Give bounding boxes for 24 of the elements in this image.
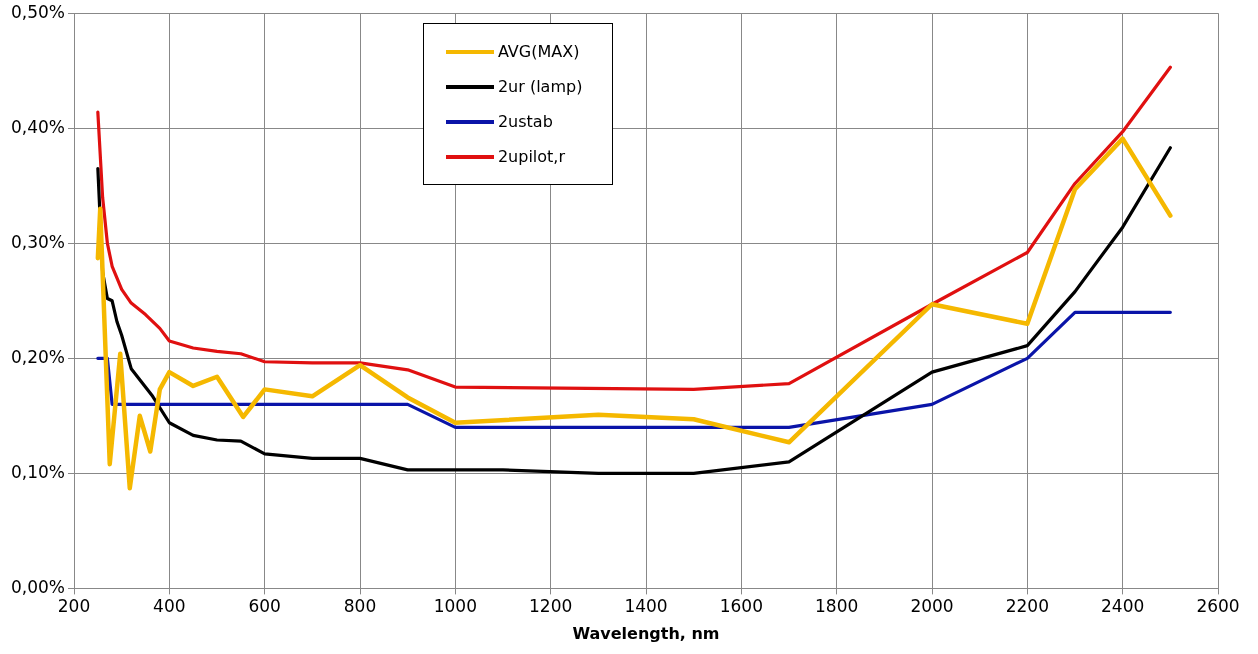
y-tick-label: 0,30% xyxy=(10,231,65,252)
legend-label: 2upilot,r xyxy=(497,147,566,167)
y-tick-label: 0,00% xyxy=(10,576,65,597)
x-tick-label: 1200 xyxy=(529,596,573,617)
x-tick-label: 200 xyxy=(57,596,91,617)
x-tick-label: 400 xyxy=(153,596,186,617)
x-tick-label: 2600 xyxy=(1196,596,1240,617)
x-tick-label: 800 xyxy=(343,596,377,617)
y-tick-label: 0,40% xyxy=(10,116,65,137)
legend-label: 2ur (lamp) xyxy=(497,77,583,97)
y-tick-label: 0,50% xyxy=(10,1,65,22)
x-tick-label: 1600 xyxy=(719,596,763,617)
x-tick-label: 2200 xyxy=(1005,596,1049,617)
x-tick-label: 1000 xyxy=(433,596,477,617)
x-tick-label: 2000 xyxy=(910,596,954,617)
y-tick-label: 0,20% xyxy=(10,346,65,367)
x-axis-title: Wavelength, nm xyxy=(572,623,720,643)
x-tick-label: 600 xyxy=(248,596,281,617)
x-tick-label: 1400 xyxy=(624,596,668,617)
y-tick-label: 0,10% xyxy=(10,461,65,482)
x-tick-label: 1800 xyxy=(815,596,859,617)
legend-label: 2ustab xyxy=(497,112,553,132)
x-tick-label: 2400 xyxy=(1101,596,1145,617)
legend-label: AVG(MAX) xyxy=(497,42,580,62)
